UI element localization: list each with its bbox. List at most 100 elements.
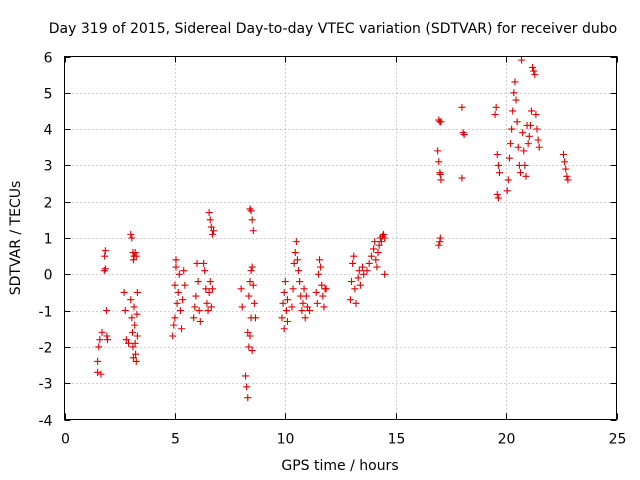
- data-point: [513, 118, 521, 126]
- data-point: [205, 288, 213, 296]
- data-point: [492, 103, 500, 111]
- data-point: [100, 267, 108, 275]
- data-point: [346, 296, 354, 304]
- data-point: [491, 111, 499, 119]
- data-point: [495, 169, 503, 177]
- data-point: [534, 136, 542, 144]
- data-point: [437, 176, 445, 184]
- data-point: [206, 278, 214, 286]
- data-point: [129, 256, 137, 264]
- data-point: [201, 267, 209, 275]
- data-point: [494, 194, 502, 202]
- chart-title: Day 319 of 2015, Sidereal Day-to-day VTE…: [49, 21, 617, 37]
- data-point: [172, 256, 180, 264]
- data-point: [104, 336, 112, 344]
- data-point: [278, 314, 286, 322]
- data-point: [295, 267, 303, 275]
- y-tick-label: 3: [44, 159, 53, 175]
- data-point: [533, 125, 541, 133]
- data-point: [208, 285, 216, 293]
- x-tick-label: 20: [498, 432, 516, 448]
- data-point: [458, 174, 466, 182]
- data-point: [494, 161, 502, 169]
- data-point: [370, 245, 378, 253]
- data-point: [436, 170, 444, 178]
- data-point: [192, 292, 200, 300]
- data-point: [350, 252, 358, 260]
- data-point: [291, 249, 299, 257]
- data-point: [352, 299, 360, 307]
- data-point: [122, 336, 130, 344]
- data-point: [561, 158, 569, 166]
- data-point: [281, 278, 289, 286]
- data-point: [178, 325, 186, 333]
- data-point: [365, 259, 373, 267]
- data-point: [237, 285, 245, 293]
- data-point: [521, 161, 529, 169]
- data-point: [284, 317, 292, 325]
- data-point: [522, 172, 530, 180]
- data-point: [101, 265, 109, 273]
- data-point: [132, 252, 140, 260]
- data-point: [206, 216, 214, 224]
- data-point: [373, 263, 381, 271]
- data-point: [372, 256, 380, 264]
- data-point: [303, 303, 311, 311]
- data-point: [94, 357, 102, 365]
- data-point: [244, 328, 252, 336]
- plot-frame: [64, 56, 617, 420]
- data-point: [509, 107, 517, 115]
- data-point: [381, 234, 389, 242]
- data-point: [246, 278, 254, 286]
- data-point: [171, 281, 179, 289]
- data-point: [508, 125, 516, 133]
- data-point: [359, 263, 367, 271]
- data-point: [128, 234, 136, 242]
- data-point: [298, 307, 306, 315]
- data-point: [289, 285, 297, 293]
- data-point: [530, 67, 538, 75]
- data-point: [208, 230, 216, 238]
- data-point: [320, 303, 328, 311]
- data-point: [318, 281, 326, 289]
- data-point: [306, 307, 314, 315]
- data-point: [367, 252, 375, 260]
- y-tick-label: 2: [44, 196, 53, 212]
- data-point: [437, 118, 445, 126]
- y-tick-label: 5: [44, 87, 53, 103]
- data-point: [349, 259, 357, 267]
- data-point: [175, 270, 183, 278]
- data-point: [207, 303, 215, 311]
- data-point: [510, 89, 518, 97]
- y-tick-label: -3: [39, 377, 53, 393]
- data-point: [299, 299, 307, 307]
- data-point: [435, 241, 443, 249]
- data-point: [526, 121, 534, 129]
- data-point: [493, 151, 501, 159]
- data-point: [127, 296, 135, 304]
- data-point: [319, 292, 327, 300]
- x-axis-label: GPS time / hours: [281, 458, 398, 474]
- x-tick-label: 10: [277, 432, 295, 448]
- data-point: [128, 314, 136, 322]
- data-point: [131, 321, 139, 329]
- data-point: [127, 230, 135, 238]
- data-point: [524, 140, 532, 148]
- data-point: [248, 347, 256, 355]
- data-point: [203, 299, 211, 307]
- data-point: [564, 176, 572, 184]
- data-point: [132, 350, 140, 358]
- data-point: [375, 241, 383, 249]
- data-point: [290, 259, 298, 267]
- data-point: [363, 267, 371, 275]
- data-point: [516, 169, 524, 177]
- data-point: [242, 372, 250, 380]
- data-point: [355, 267, 363, 275]
- data-point: [249, 281, 257, 289]
- x-tick-label: 5: [171, 432, 180, 448]
- data-point: [129, 328, 137, 336]
- data-point: [380, 230, 388, 238]
- y-tick-label: -2: [39, 341, 53, 357]
- data-point: [354, 274, 362, 282]
- data-point: [180, 267, 188, 275]
